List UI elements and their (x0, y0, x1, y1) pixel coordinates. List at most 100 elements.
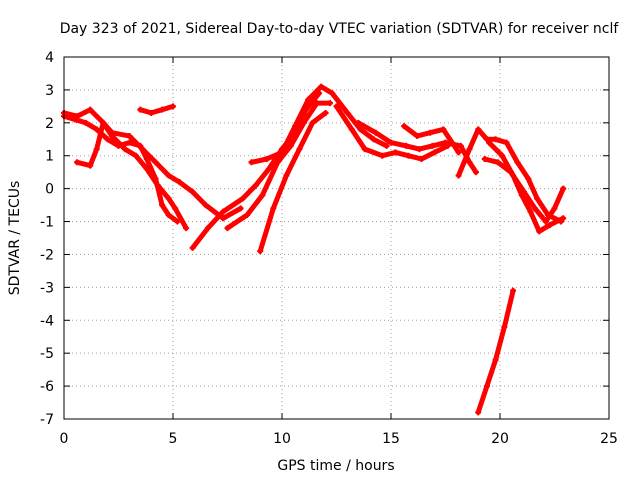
data-point (220, 208, 227, 215)
grid-lines (64, 57, 609, 419)
data-point (536, 228, 543, 235)
y-tick-label: 0 (45, 182, 54, 198)
data-point (74, 159, 81, 166)
data-point (418, 156, 425, 163)
data-point (108, 129, 115, 136)
x-axis-ticks: 0 5 10 15 20 25 (60, 57, 618, 447)
x-tick-label: 10 (273, 431, 291, 447)
data-point (104, 136, 111, 143)
data-point (431, 149, 438, 156)
data-point (483, 383, 490, 390)
data-point (514, 159, 521, 166)
data-point (486, 139, 493, 146)
data-point (305, 96, 312, 103)
data-point (473, 169, 480, 176)
data-point (542, 218, 549, 225)
data-point (93, 126, 100, 133)
data-point (429, 142, 436, 149)
data-point (165, 195, 172, 202)
data-point (100, 119, 107, 126)
data-point (87, 106, 94, 113)
data-point (547, 221, 554, 228)
data-point (329, 90, 336, 97)
series-track-d (137, 103, 176, 116)
series-track-c (74, 120, 244, 221)
data-point (170, 103, 176, 110)
y-tick-label: -3 (40, 280, 54, 296)
data-point (475, 126, 482, 133)
data-point (279, 149, 285, 156)
data-point (318, 83, 325, 90)
data-point (224, 225, 231, 232)
x-tick-label: 20 (491, 431, 509, 447)
data-point (126, 139, 133, 146)
data-point (172, 205, 179, 212)
data-point (481, 156, 488, 163)
data-point (383, 142, 390, 149)
series-track-o (475, 288, 516, 415)
data-point (348, 126, 355, 133)
data-point (259, 192, 266, 199)
data-point (154, 182, 161, 189)
data-point (300, 119, 307, 126)
y-tick-label: 1 (45, 149, 54, 165)
data-point (176, 179, 183, 186)
data-point (499, 152, 506, 159)
data-point (263, 156, 270, 163)
series-track-l (456, 126, 564, 224)
data-point (372, 129, 379, 136)
data-point (440, 126, 447, 133)
data-series (61, 83, 567, 416)
data-point (87, 162, 94, 169)
data-point (252, 182, 259, 189)
data-point (183, 225, 190, 232)
y-tick-label: -1 (40, 215, 54, 231)
data-point (405, 152, 412, 159)
data-point (237, 205, 244, 212)
data-point (292, 123, 299, 130)
data-point (309, 119, 316, 126)
data-point (455, 172, 462, 179)
data-point (313, 100, 320, 107)
data-point (534, 195, 541, 202)
data-point (560, 215, 567, 222)
data-point (189, 188, 196, 195)
data-point (457, 142, 464, 149)
data-point (560, 185, 567, 192)
data-point (202, 202, 209, 209)
data-point (137, 106, 144, 113)
data-point (82, 119, 89, 126)
data-point (126, 132, 133, 139)
data-point (139, 146, 146, 153)
data-point (122, 146, 129, 153)
data-point (159, 106, 166, 113)
data-point (531, 205, 538, 212)
series-track-m (486, 140, 566, 234)
data-point (270, 205, 277, 212)
y-tick-label: -4 (40, 313, 54, 329)
data-point (322, 109, 329, 116)
y-tick-label: 4 (45, 50, 54, 66)
data-point (265, 165, 272, 172)
data-point (326, 100, 333, 107)
data-point (74, 113, 81, 120)
data-point (204, 225, 211, 232)
data-point (494, 159, 501, 166)
x-tick-label: 15 (382, 431, 400, 447)
data-point (492, 356, 499, 363)
x-tick-label: 25 (600, 431, 618, 447)
data-point (274, 159, 281, 166)
plot-frame (63, 56, 610, 420)
data-point (357, 126, 364, 133)
y-axis-label: SDTVAR / TECUs (7, 181, 23, 296)
data-point (525, 175, 532, 182)
series-track-g (257, 110, 329, 254)
data-point (143, 165, 150, 172)
y-tick-label: -6 (40, 379, 54, 395)
data-point (220, 215, 227, 222)
data-point (492, 136, 499, 143)
data-point (503, 139, 510, 146)
data-point (510, 287, 517, 294)
y-tick-label: -2 (40, 247, 54, 263)
data-point (551, 205, 558, 212)
